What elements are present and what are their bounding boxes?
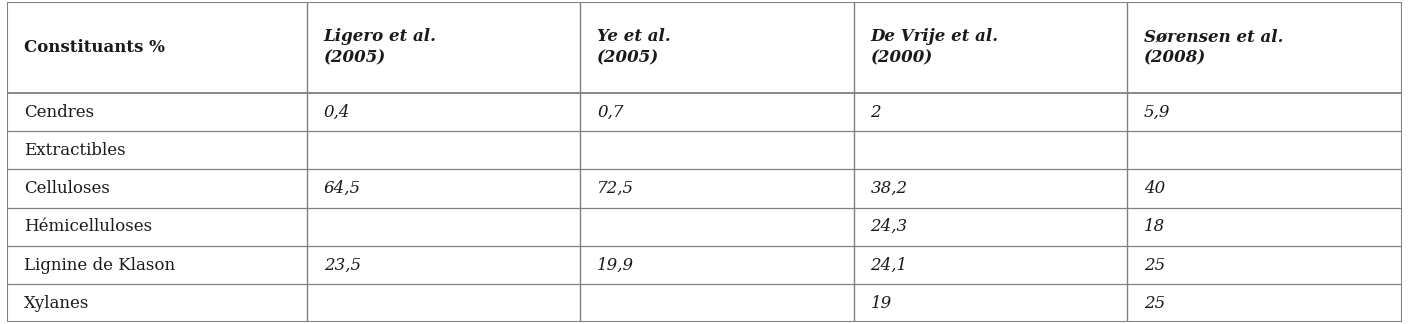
Text: Hémicelluloses: Hémicelluloses	[24, 218, 152, 235]
Text: 0,4: 0,4	[324, 104, 351, 121]
Text: Sørensen et al.
(2008): Sørensen et al. (2008)	[1144, 29, 1284, 66]
Text: Extractibles: Extractibles	[24, 142, 125, 159]
Text: 18: 18	[1144, 218, 1165, 235]
Text: Cendres: Cendres	[24, 104, 94, 121]
Text: 19,9: 19,9	[597, 257, 634, 273]
Text: 40: 40	[1144, 180, 1165, 197]
Text: Celluloses: Celluloses	[24, 180, 110, 197]
Text: Ye et al.
(2005): Ye et al. (2005)	[597, 29, 671, 66]
Text: 24,1: 24,1	[871, 257, 907, 273]
Text: 25: 25	[1144, 257, 1165, 273]
Text: 24,3: 24,3	[871, 218, 907, 235]
Text: Xylanes: Xylanes	[24, 295, 89, 312]
Text: 64,5: 64,5	[324, 180, 361, 197]
Text: 38,2: 38,2	[871, 180, 907, 197]
Text: Ligero et al.
(2005): Ligero et al. (2005)	[324, 29, 437, 66]
Text: De Vrije et al.
(2000): De Vrije et al. (2000)	[871, 29, 999, 66]
Text: Lignine de Klason: Lignine de Klason	[24, 257, 175, 273]
Text: 0,7: 0,7	[597, 104, 624, 121]
Text: 5,9: 5,9	[1144, 104, 1171, 121]
Text: 23,5: 23,5	[324, 257, 361, 273]
Text: 2: 2	[871, 104, 881, 121]
Text: 72,5: 72,5	[597, 180, 634, 197]
Text: Constituants %: Constituants %	[24, 39, 165, 56]
Text: 25: 25	[1144, 295, 1165, 312]
Text: 19: 19	[871, 295, 892, 312]
